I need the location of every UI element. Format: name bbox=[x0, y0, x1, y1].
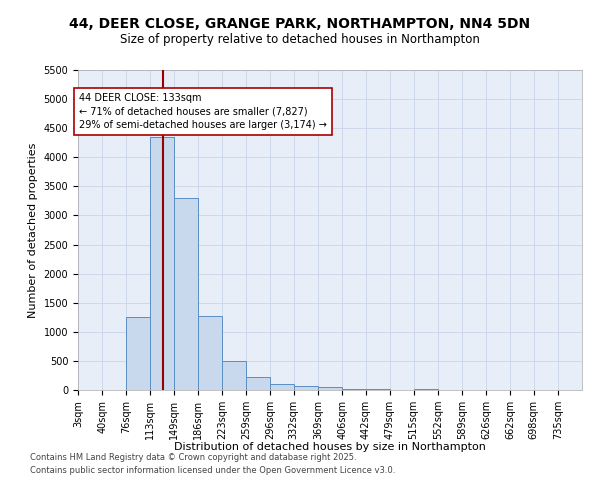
Bar bbox=[173, 198, 198, 390]
Bar bbox=[198, 316, 222, 390]
Text: Contains HM Land Registry data © Crown copyright and database right 2025.
Contai: Contains HM Land Registry data © Crown c… bbox=[30, 454, 395, 475]
Bar bbox=[342, 389, 366, 390]
X-axis label: Distribution of detached houses by size in Northampton: Distribution of detached houses by size … bbox=[174, 442, 486, 452]
Bar bbox=[366, 389, 390, 390]
Text: Size of property relative to detached houses in Northampton: Size of property relative to detached ho… bbox=[120, 32, 480, 46]
Bar bbox=[150, 137, 173, 390]
Y-axis label: Number of detached properties: Number of detached properties bbox=[28, 142, 38, 318]
Bar bbox=[222, 361, 246, 390]
Bar bbox=[318, 388, 342, 390]
Bar bbox=[270, 384, 293, 390]
Text: 44, DEER CLOSE, GRANGE PARK, NORTHAMPTON, NN4 5DN: 44, DEER CLOSE, GRANGE PARK, NORTHAMPTON… bbox=[70, 18, 530, 32]
Bar bbox=[246, 378, 270, 390]
Text: 44 DEER CLOSE: 133sqm
← 71% of detached houses are smaller (7,827)
29% of semi-d: 44 DEER CLOSE: 133sqm ← 71% of detached … bbox=[79, 94, 327, 130]
Bar bbox=[293, 386, 318, 390]
Bar bbox=[126, 318, 150, 390]
